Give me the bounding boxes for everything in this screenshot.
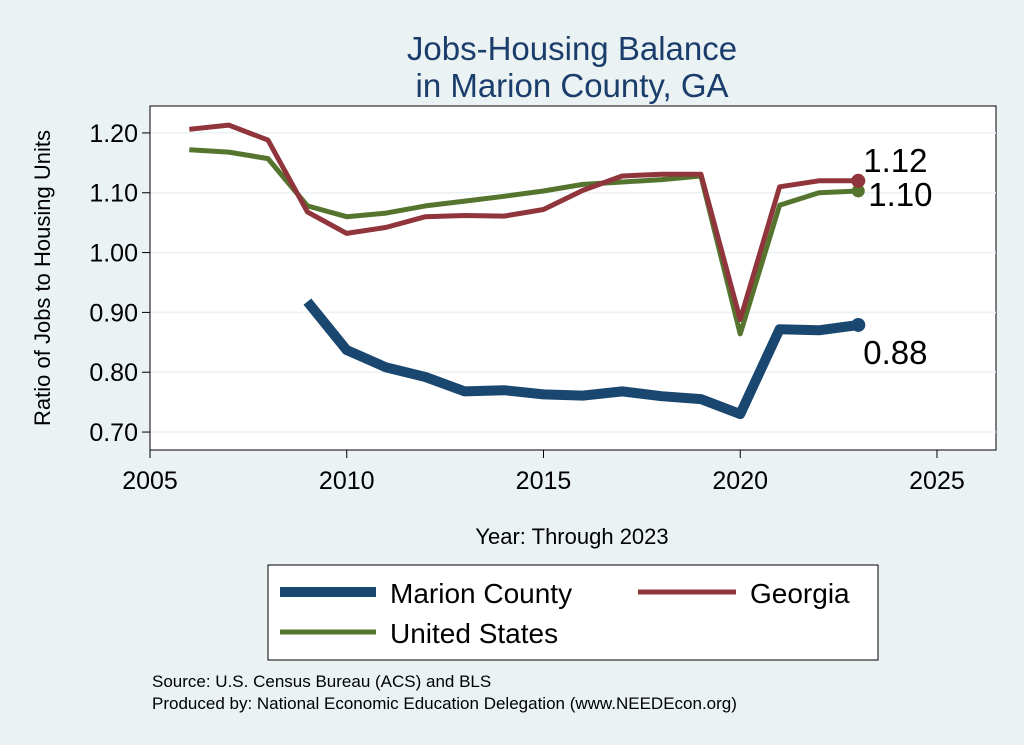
legend-label-united-states: United States [390, 618, 558, 649]
y-tick-label: 0.70 [89, 419, 138, 447]
axes: 0.70 0.80 0.90 1.00 1.10 1.20 2005 2010 2015 2020… [89, 106, 996, 495]
end-marker-united-states [851, 184, 865, 198]
end-label-united-states: 1.10 [868, 176, 932, 213]
legend-label-marion-county: Marion County [390, 578, 572, 609]
source-note: Source: U.S. Census Bureau (ACS) and BLS [152, 672, 491, 691]
y-tick-label: 1.20 [89, 120, 138, 148]
legend-box [267, 564, 879, 661]
x-axis-title: Year: Through 2023 [475, 524, 668, 549]
y-tick-label: 0.80 [89, 359, 138, 387]
x-tick-label: 2005 [122, 467, 178, 495]
series-line-georgia [189, 122, 859, 323]
end-label-georgia: 1.12 [863, 142, 927, 179]
y-tick-label: 0.90 [89, 299, 138, 327]
producer-note: Produced by: National Economic Education… [152, 694, 737, 713]
end-marker-marion-county [851, 317, 866, 332]
x-tick-label: 2025 [909, 467, 965, 495]
series-line-marion-county [303, 298, 859, 420]
legend-label-georgia: Georgia [750, 578, 850, 609]
y-axis-title: Ratio of Jobs to Housing Units [30, 130, 55, 426]
end-labels: 0.88 1.121.10 [863, 142, 932, 371]
chart-title-line-2: in Marion County, GA [415, 67, 728, 104]
end-label-marion-county: 0.88 [863, 334, 927, 371]
y-tick-label: 1.00 [89, 240, 138, 268]
x-tick-label: 2020 [712, 467, 768, 495]
end-marker-georgia [851, 173, 866, 188]
x-tick-label: 2015 [516, 467, 572, 495]
y-tick-label: 1.10 [89, 180, 138, 208]
series-lines [189, 122, 866, 420]
x-tick-label: 2010 [319, 467, 375, 495]
legend: Marion County Georgia United States [267, 564, 879, 661]
chart-title-line-1: Jobs-Housing Balance [407, 30, 737, 67]
